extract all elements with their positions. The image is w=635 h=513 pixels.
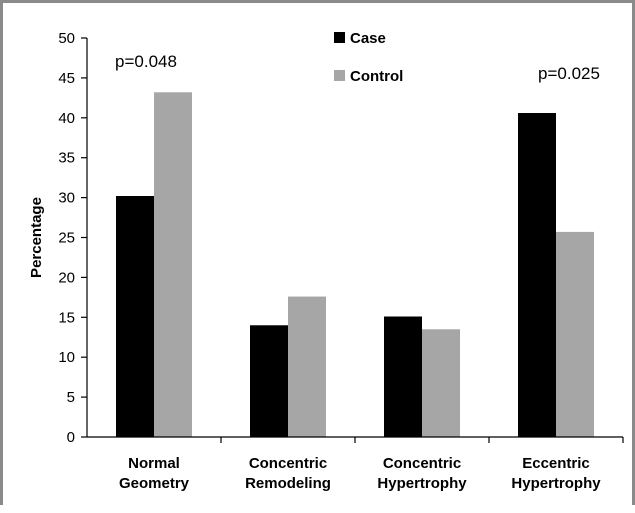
y-axis-label: Percentage: [28, 197, 45, 278]
bars-layer: [116, 92, 594, 438]
x-category-label: Hypertrophy: [511, 475, 601, 492]
legend-swatch-case: [334, 32, 345, 43]
x-category-label: Normal: [128, 455, 180, 472]
x-category-label: Remodeling: [245, 475, 331, 492]
legend-label-control: Control: [350, 68, 403, 85]
bar-case-3: [518, 113, 556, 438]
legend-swatch-control: [334, 70, 345, 81]
legend-label-case: Case: [350, 30, 386, 47]
bar-case-0: [116, 196, 154, 437]
x-category-labels: Normal Geometry Concentric Remodeling Concen…: [119, 455, 601, 492]
y-ticks: 0 5 10 15 20 25 30 35 40 45 50: [58, 30, 87, 446]
y-tick-label: 35: [58, 150, 75, 167]
bar-control-3: [556, 231, 594, 437]
y-tick-label: 50: [58, 30, 75, 47]
x-category-label: Concentric: [249, 455, 327, 472]
y-tick-label: 0: [67, 429, 75, 446]
y-tick-label: 45: [58, 70, 75, 87]
y-tick-label: 15: [58, 309, 75, 326]
y-tick-label: 40: [58, 110, 75, 127]
bar-case-1: [250, 325, 288, 437]
x-category-label: Eccentric: [522, 455, 590, 472]
x-category-label: Concentric: [383, 455, 461, 472]
bar-control-2: [422, 329, 460, 437]
legend: Case Control: [334, 30, 403, 85]
x-category-label: Hypertrophy: [377, 475, 467, 492]
x-category-label: Geometry: [119, 475, 190, 492]
p-value-annotation: p=0.025: [538, 64, 600, 83]
y-tick-label: 10: [58, 349, 75, 366]
bar-control-0: [154, 92, 192, 437]
bar-control-1: [288, 296, 326, 437]
bar-chart: 0 5 10 15 20 25 30 35 40 45 50 Normal Geometry Conce…: [28, 30, 624, 492]
y-tick-label: 25: [58, 230, 75, 247]
y-tick-label: 30: [58, 190, 75, 207]
bar-case-2: [384, 316, 422, 437]
p-value-annotation: p=0.048: [115, 52, 177, 71]
y-tick-label: 20: [58, 269, 75, 286]
x-ticks: [220, 437, 624, 443]
y-tick-label: 5: [67, 389, 75, 406]
annotations: p=0.048 p=0.025: [115, 52, 600, 83]
